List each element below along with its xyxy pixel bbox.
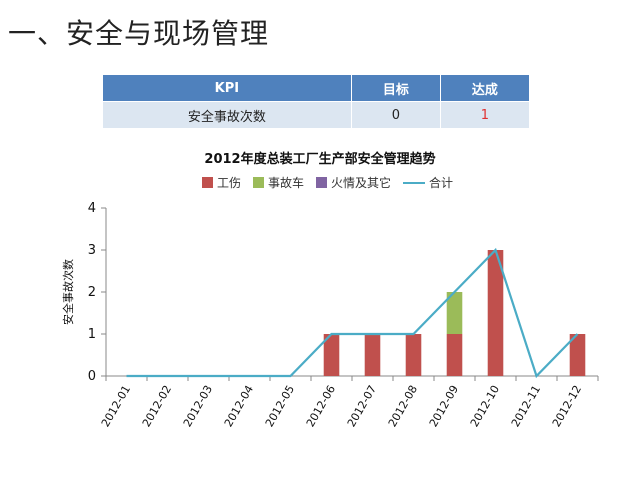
line-total (126, 247, 579, 379)
bar-injury (446, 334, 463, 376)
legend-label-fire-other: 火情及其它 (331, 176, 392, 190)
kpi-table-header-row: KPI 目标 达成 (102, 74, 531, 102)
kpi-cell-achieved: 1 (439, 101, 531, 129)
y-tick-label: 4 (88, 201, 96, 216)
kpi-header-achieved: 达成 (439, 74, 531, 102)
y-tick-label: 3 (88, 243, 96, 258)
x-tick-label: 2012-10 (468, 383, 502, 429)
x-tick-label: 2012-05 (263, 383, 297, 429)
kpi-header-target: 目标 (350, 74, 441, 102)
x-tick-label: 2012-06 (304, 383, 338, 429)
legend-swatch-injury (202, 177, 213, 188)
legend-item-injury: 工伤 (202, 174, 241, 191)
x-tick-label: 2012-07 (345, 383, 379, 429)
kpi-table-row: 安全事故次数 0 1 (102, 101, 531, 129)
page-title: 一、安全与现场管理 (8, 17, 270, 50)
bar-injury (364, 334, 381, 376)
y-axis-label: 安全事故次数 (61, 259, 75, 325)
x-tick-label: 2012-08 (386, 383, 420, 429)
bar-injury (487, 250, 504, 376)
legend-label-accident-car: 事故车 (268, 176, 305, 190)
legend-item-fire-other: 火情及其它 (316, 174, 391, 191)
x-tick-label: 2012-04 (222, 383, 256, 429)
x-tick-label: 2012-03 (181, 383, 215, 429)
x-tick-label: 2012-12 (550, 383, 584, 429)
legend-item-total: 合计 (403, 174, 453, 191)
legend-item-accident-car: 事故车 (253, 174, 304, 191)
legend-label-injury: 工伤 (217, 176, 242, 190)
y-tick-label: 1 (88, 327, 96, 342)
x-tick-label: 2012-11 (509, 383, 543, 429)
kpi-cell-name: 安全事故次数 (102, 101, 352, 129)
x-tick-label: 2012-01 (99, 383, 133, 429)
kpi-cell-target: 0 (350, 101, 441, 129)
y-tick-label: 2 (88, 285, 96, 300)
chart-title: 2012年度总装工厂生产部安全管理趋势 (204, 152, 436, 167)
bar-injury (405, 334, 422, 376)
legend-line-total (403, 181, 426, 184)
kpi-header-kpi: KPI (102, 74, 352, 102)
legend-label-total: 合计 (429, 176, 454, 190)
legend-swatch-fire-other (316, 177, 328, 188)
x-tick-label: 2012-09 (427, 383, 461, 429)
kpi-table: KPI 目标 达成 安全事故次数 0 1 (102, 74, 531, 129)
x-tick-label: 2012-02 (140, 383, 174, 429)
y-tick-label: 0 (88, 369, 96, 384)
bar-accident-car (446, 292, 463, 334)
legend-swatch-accident-car (253, 177, 265, 188)
chart-legend: 工伤 事故车 火情及其它 合计 (202, 174, 453, 191)
bar-injury (323, 334, 340, 376)
bar-injury (569, 334, 586, 376)
